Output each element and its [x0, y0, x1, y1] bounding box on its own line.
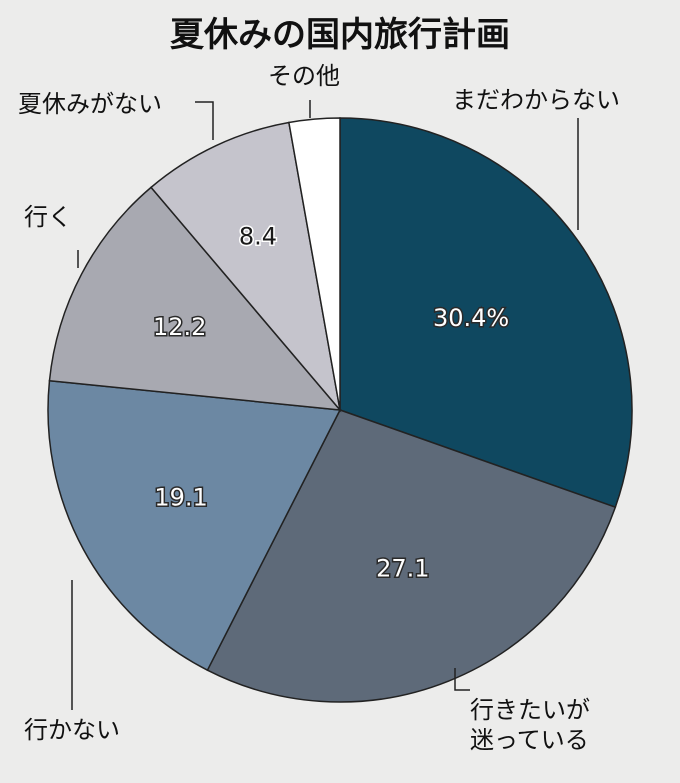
slice-category-label: 行かない: [24, 716, 120, 744]
slice-category-label: その他: [268, 62, 340, 90]
slice-value-label: 12.2: [153, 313, 206, 341]
slice-category-label: 行きたいが: [470, 696, 590, 724]
pie-slice: [288, 117, 341, 411]
value-labels: 30.4% 27.1 19.1 12.2 8.4: [152, 221, 511, 584]
pie-slice: [150, 121, 342, 413]
chart-title: 夏休みの国内旅行計画: [170, 15, 510, 55]
slice-value-label: 30.4%: [433, 304, 509, 332]
leader-line: [195, 101, 214, 140]
pie-slices: [47, 117, 633, 703]
slice-category-label: まだわからない: [452, 86, 620, 114]
slice-category-label: 夏休みがない: [18, 90, 162, 118]
pie-slice: [48, 186, 342, 411]
pie-slice: [339, 117, 633, 509]
slice-category-label: 迷っている: [470, 726, 589, 754]
pie-slice: [47, 379, 342, 672]
leader-lines: [71, 100, 579, 710]
slice-value-label: 19.1: [154, 484, 207, 512]
slice-value-label: 27.1: [376, 554, 429, 582]
slice-value-label: 8.4: [239, 223, 277, 251]
slice-category-label: 行く: [24, 203, 72, 231]
pie-slice: [206, 409, 617, 703]
leader-line: [454, 668, 470, 691]
